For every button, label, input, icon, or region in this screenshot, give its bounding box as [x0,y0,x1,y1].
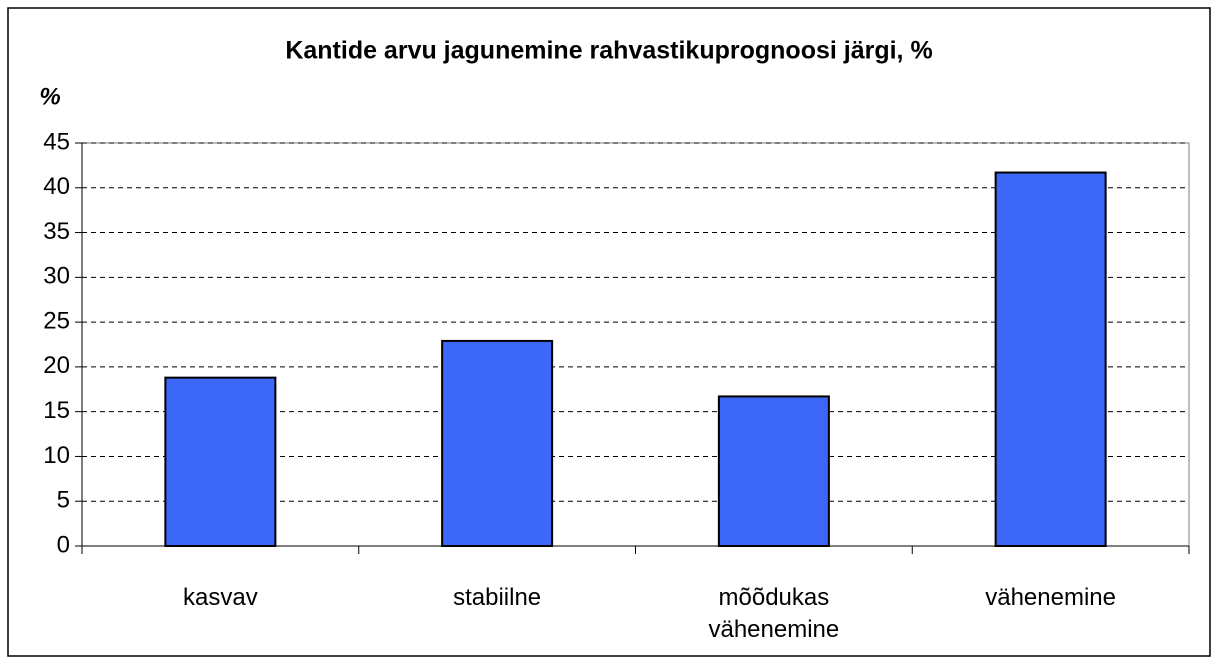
y-tick-label: 40 [43,173,70,200]
x-tick-label: stabiilne [453,584,542,611]
y-tick-label: 5 [57,487,70,514]
y-tick-label: 30 [43,263,70,290]
y-tick-label: 35 [43,218,70,245]
y-tick-label: 20 [43,352,70,379]
y-tick-label: 10 [43,442,70,469]
y-tick-label: 15 [43,397,70,424]
bar [994,171,1107,547]
bar [441,339,554,548]
x-tick-label: kasvav [183,584,258,611]
x-tick-label: mõõdukas vähenemine [708,584,840,643]
x-tick-label: vähenemine [985,584,1116,611]
bar [717,395,830,548]
y-axis-label: % [39,83,60,110]
bar [164,376,277,547]
chart-title: Kantide arvu jagunemine rahvastikuprogno… [285,37,932,65]
y-tick-label: 25 [43,307,70,334]
y-tick-label: 45 [43,128,70,155]
y-tick-label: 0 [57,531,70,558]
